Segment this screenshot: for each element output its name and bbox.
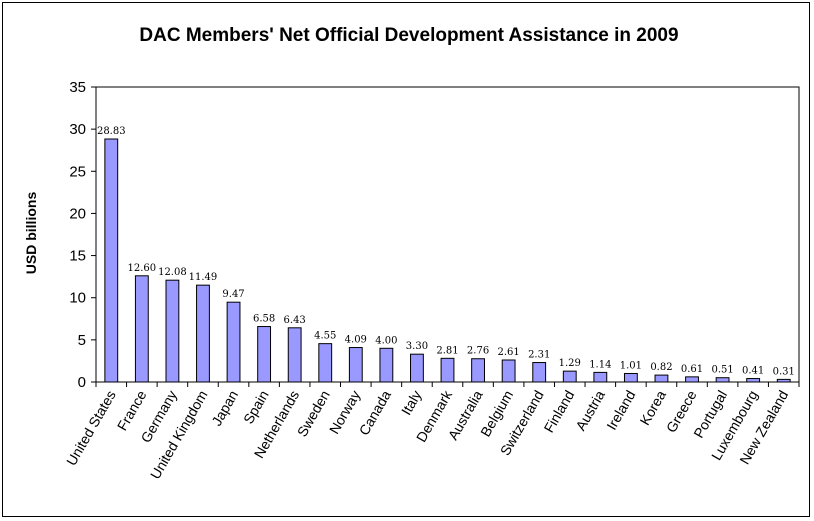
y-tick-label: 15 (69, 248, 86, 265)
data-label: 0.51 (711, 365, 733, 376)
data-label: 0.82 (650, 362, 672, 373)
bar-australia (471, 358, 485, 383)
chart-title: DAC Members' Net Official Development As… (139, 25, 678, 46)
bar-finland (562, 370, 577, 383)
bar-ireland (623, 372, 638, 383)
bar-denmark (440, 357, 455, 383)
x-tick-label: Italy (398, 388, 425, 418)
y-axis-label: USD billions (23, 192, 39, 275)
x-tick-label: Austria (572, 387, 608, 433)
x-tick-label: Japan (208, 388, 241, 429)
bar-italy (410, 353, 424, 383)
bar-spain (257, 326, 272, 383)
data-label: 28.83 (97, 126, 126, 137)
data-label: 4.55 (314, 331, 336, 342)
bar-united-kingdom (196, 284, 210, 383)
data-label: 4.00 (375, 335, 397, 346)
data-label: 2.76 (467, 346, 489, 357)
data-labels: 28.83 12.60 12.08 11.49 9.47 6.58 6.43 4.55 4.09… (97, 126, 795, 377)
x-tick-label: Finland (541, 388, 578, 436)
y-tick-label: 10 (69, 290, 86, 307)
y-axis: 0 5 10 15 20 25 30 35 (69, 79, 96, 391)
bar-sweden (318, 343, 333, 383)
data-label: 0.61 (681, 364, 703, 375)
data-label: 3.30 (406, 341, 428, 352)
bar-united-states (104, 138, 119, 383)
data-label: 2.61 (497, 347, 519, 358)
y-tick-label: 0 (78, 374, 86, 391)
y-tick-label: 5 (78, 332, 86, 349)
bar-netherlands (287, 327, 302, 383)
bar-france (134, 275, 149, 383)
bar-new-zealand (776, 378, 791, 383)
bar-portugal (715, 377, 730, 383)
y-tick-label: 30 (69, 121, 86, 138)
bar-luxembourg (746, 378, 761, 383)
data-label: 12.60 (128, 263, 157, 274)
plot-area (95, 86, 800, 383)
y-tick-label: 25 (69, 163, 86, 180)
y-tick-label: 35 (69, 79, 86, 96)
data-label: 0.41 (742, 366, 764, 377)
x-tick-label: Ireland (603, 388, 638, 433)
bar-greece (685, 376, 699, 383)
data-label: 6.58 (253, 314, 275, 325)
bar-japan (226, 301, 241, 383)
bar-norway (348, 347, 363, 383)
bar-series (104, 138, 791, 383)
data-label: 11.49 (189, 272, 218, 283)
data-label: 0.31 (773, 366, 795, 377)
data-label: 2.31 (528, 350, 550, 361)
x-tick-label: United States (63, 388, 119, 469)
x-tick-label: Spain (240, 388, 272, 427)
bar-switzerland (532, 362, 547, 383)
data-label: 9.47 (222, 289, 244, 300)
bar-canada (379, 347, 394, 383)
bar-germany (165, 279, 180, 383)
bar-austria (593, 371, 608, 383)
data-label: 12.08 (158, 267, 187, 278)
bar-belgium (501, 359, 516, 383)
x-tick-label: Korea (637, 387, 670, 428)
data-label: 2.81 (436, 345, 458, 356)
bar-korea (654, 374, 669, 383)
data-label: 4.09 (345, 335, 367, 346)
x-axis (95, 382, 800, 387)
data-label: 1.29 (559, 358, 581, 369)
y-tick-label: 20 (69, 205, 86, 222)
data-label: 6.43 (284, 315, 306, 326)
data-label: 1.01 (620, 360, 642, 371)
data-label: 1.14 (589, 359, 611, 370)
